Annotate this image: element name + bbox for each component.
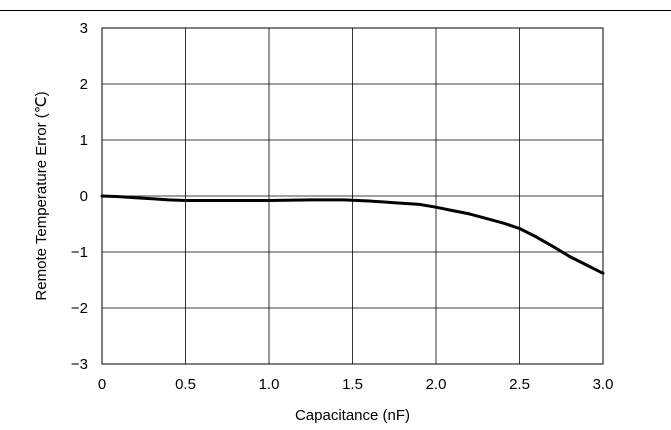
x-tick-label: 2.0 (426, 376, 447, 393)
y-tick-label: −2 (71, 300, 88, 317)
x-tick-label: 1.5 (342, 376, 363, 393)
series-line (100, 194, 605, 275)
y-tick-label: −1 (71, 244, 88, 261)
x-tick-labels: 0 0.5 1.0 1.5 2.0 2.5 3.0 (98, 376, 614, 393)
x-axis-title: Capacitance (nF) (295, 407, 410, 424)
y-tick-labels: 3 2 1 0 −1 −2 −3 (71, 20, 88, 373)
y-axis-title: Remote Temperature Error (℃) (33, 91, 50, 300)
y-tick-label: 3 (80, 20, 88, 37)
y-tick-label: −3 (71, 356, 88, 373)
y-tick-label: 2 (80, 76, 88, 93)
x-tick-label: 2.5 (509, 376, 530, 393)
x-tick-label: 1.0 (259, 376, 280, 393)
y-tick-label: 0 (80, 188, 88, 205)
x-tick-label: 0.5 (175, 376, 196, 393)
y-tick-label: 1 (80, 132, 88, 149)
top-rule (0, 10, 671, 11)
x-tick-label: 3.0 (593, 376, 614, 393)
x-tick-label: 0 (98, 376, 106, 393)
grid (102, 28, 603, 364)
